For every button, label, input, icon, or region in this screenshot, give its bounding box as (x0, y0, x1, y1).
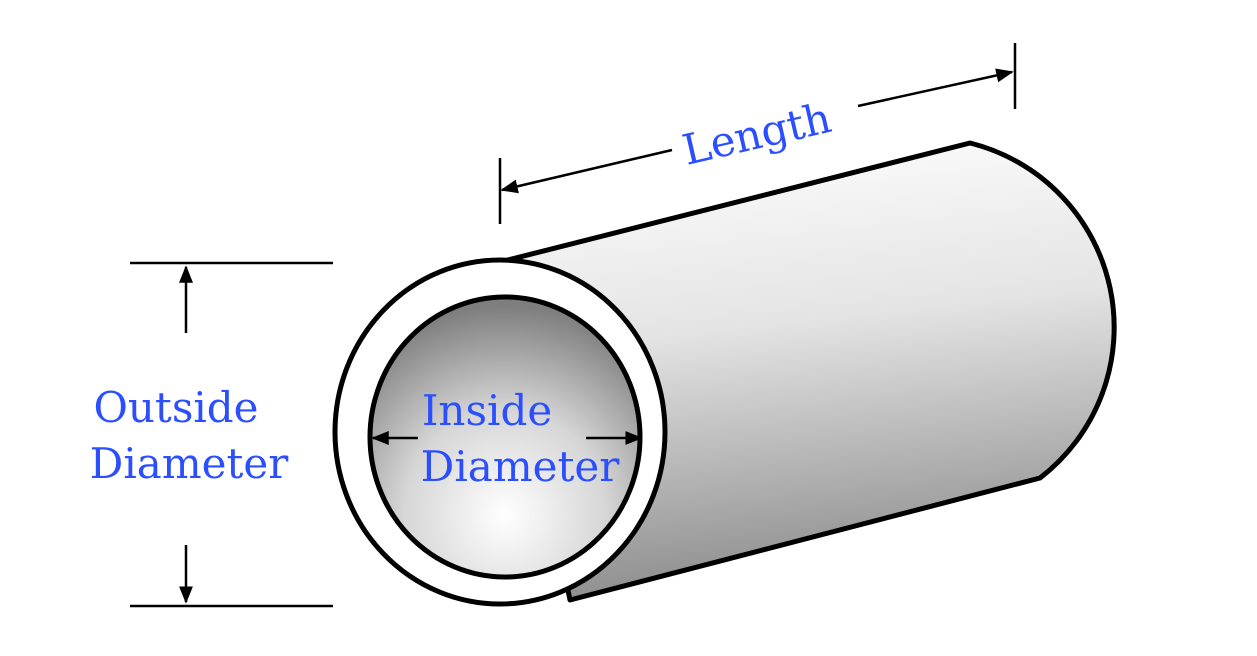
length-arrow-left (500, 148, 673, 194)
outside-diameter-label-line2: Diameter (90, 439, 290, 488)
inside-diameter-label-line2: Diameter (421, 442, 621, 491)
outside-diameter-label-line1: Outside (93, 383, 258, 432)
inside-diameter-dimension: Inside Diameter (371, 386, 643, 491)
length-label: Length (678, 93, 836, 175)
pipe (332, 140, 1117, 607)
inside-diameter-label-line1: Inside (422, 386, 552, 435)
outside-diameter-dimension: Outside Diameter (90, 261, 333, 608)
length-arrow-right (857, 68, 1014, 108)
